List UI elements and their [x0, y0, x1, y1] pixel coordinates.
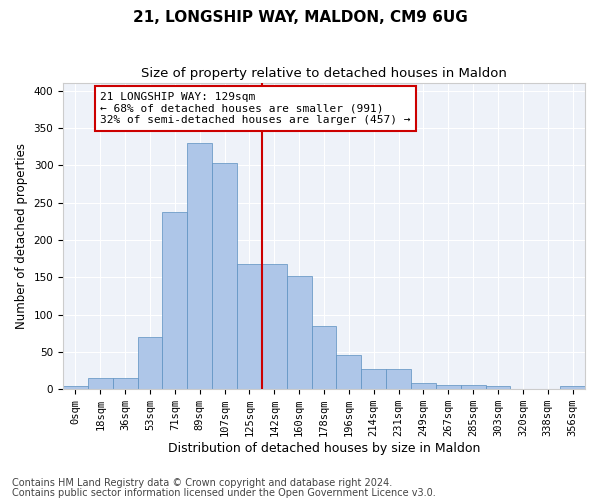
Y-axis label: Number of detached properties: Number of detached properties	[15, 143, 28, 329]
Bar	[88, 378, 113, 389]
Bar	[386, 369, 411, 389]
Bar	[212, 163, 237, 389]
Bar	[287, 276, 311, 389]
Bar	[311, 326, 337, 389]
Bar	[485, 386, 511, 389]
Bar	[63, 386, 88, 389]
Bar	[262, 264, 287, 389]
Bar	[560, 386, 585, 389]
Bar	[337, 355, 361, 389]
Bar	[237, 264, 262, 389]
Bar	[461, 386, 485, 389]
Bar	[361, 369, 386, 389]
Text: 21, LONGSHIP WAY, MALDON, CM9 6UG: 21, LONGSHIP WAY, MALDON, CM9 6UG	[133, 10, 467, 25]
Bar	[187, 143, 212, 389]
Text: Contains public sector information licensed under the Open Government Licence v3: Contains public sector information licen…	[12, 488, 436, 498]
Text: 21 LONGSHIP WAY: 129sqm
← 68% of detached houses are smaller (991)
32% of semi-d: 21 LONGSHIP WAY: 129sqm ← 68% of detache…	[100, 92, 411, 125]
Text: Contains HM Land Registry data © Crown copyright and database right 2024.: Contains HM Land Registry data © Crown c…	[12, 478, 392, 488]
Bar	[137, 337, 163, 389]
Bar	[411, 383, 436, 389]
Bar	[113, 378, 137, 389]
Bar	[163, 212, 187, 389]
X-axis label: Distribution of detached houses by size in Maldon: Distribution of detached houses by size …	[168, 442, 480, 455]
Bar	[436, 386, 461, 389]
Title: Size of property relative to detached houses in Maldon: Size of property relative to detached ho…	[141, 68, 507, 80]
